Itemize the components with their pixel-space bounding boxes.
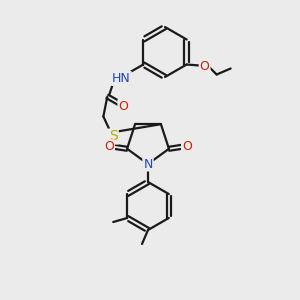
Text: S: S bbox=[109, 130, 118, 143]
Text: HN: HN bbox=[112, 72, 131, 85]
Text: O: O bbox=[182, 140, 192, 153]
Text: O: O bbox=[104, 140, 114, 153]
Text: O: O bbox=[200, 60, 210, 73]
Text: N: N bbox=[143, 158, 153, 170]
Text: O: O bbox=[118, 100, 128, 113]
